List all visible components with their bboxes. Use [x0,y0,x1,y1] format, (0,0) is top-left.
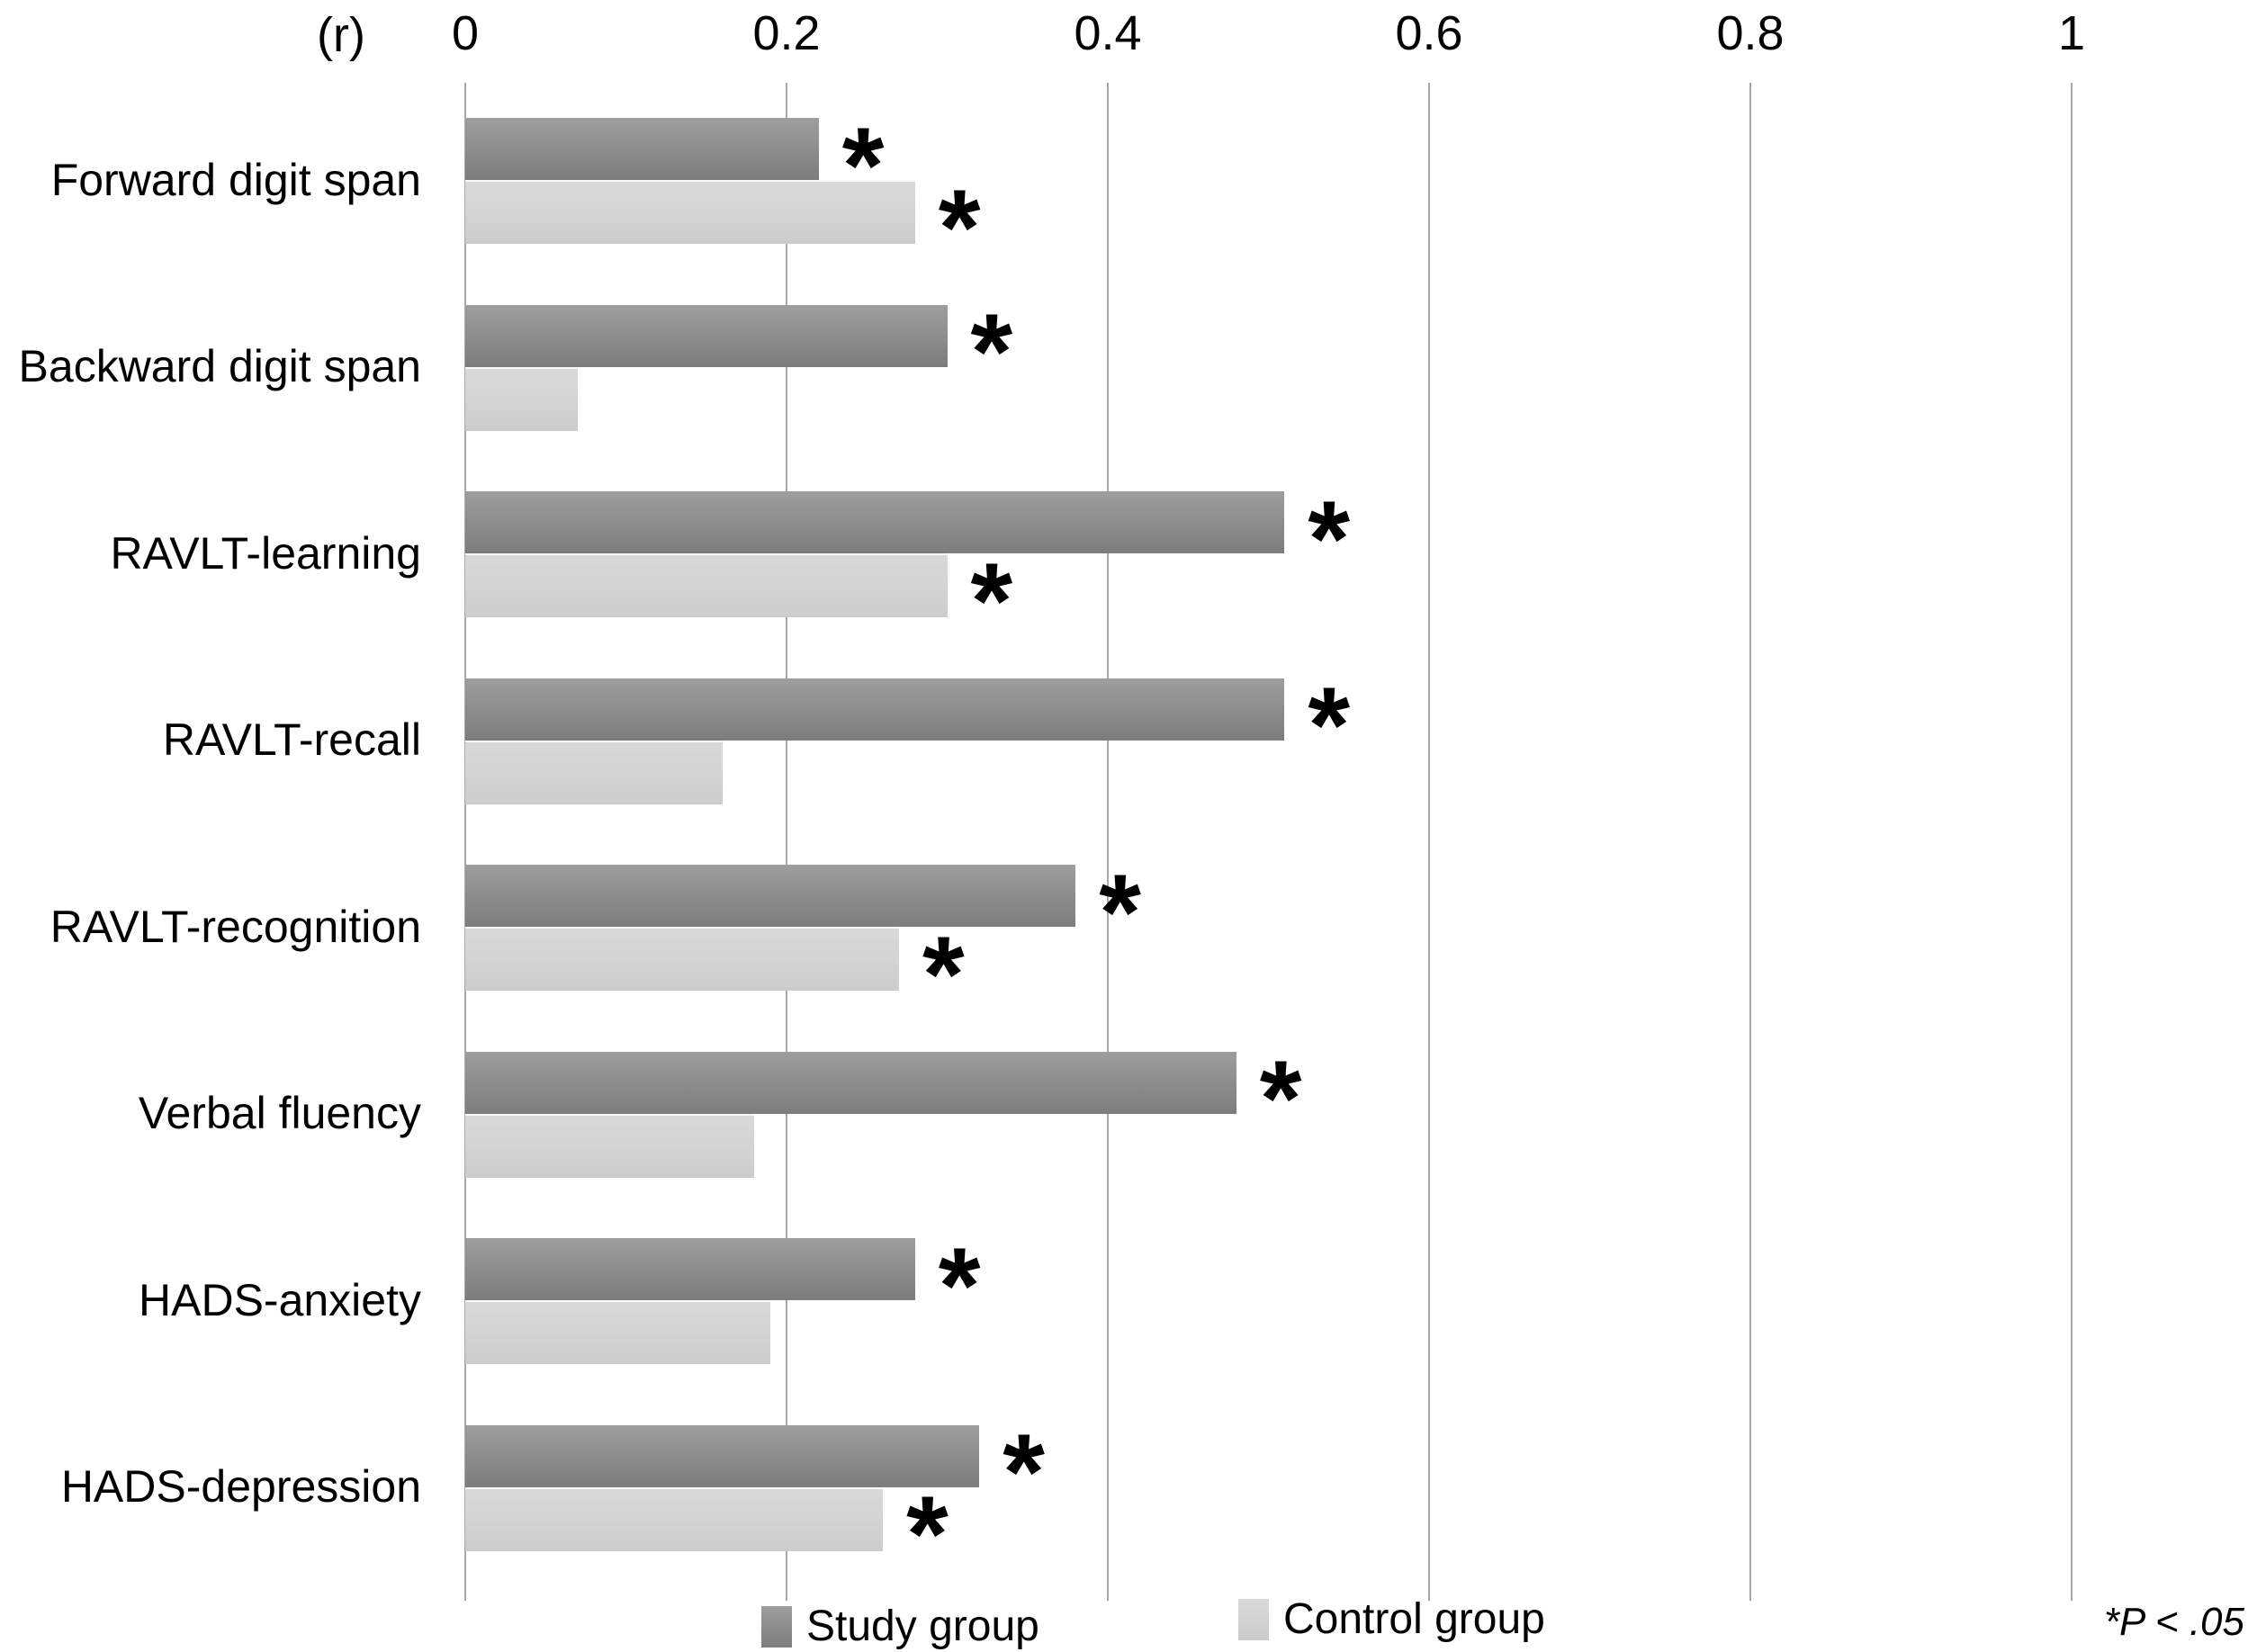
bar-study-group-7 [465,1238,915,1300]
bar-study-group-8 [465,1424,980,1487]
axis-unit-label: (r) [317,8,365,62]
gridline-x-0 [464,83,466,1601]
bar-control-group-4 [465,740,723,804]
bar-study-group-6 [465,1051,1236,1114]
gridline-x-1 [2071,83,2073,1601]
x-tick-label: 0.4 [1074,6,1142,60]
x-tick-label: 0.8 [1716,6,1785,60]
bar-control-group-1 [465,180,915,244]
x-tick-label: 0.2 [752,6,821,60]
significance-asterisk: * [938,166,981,288]
category-label: Verbal fluency [138,1088,421,1139]
x-tick-label: 0.6 [1395,6,1463,60]
bar-control-group-3 [465,553,948,617]
significance-asterisk: * [970,540,1013,661]
significance-asterisk: * [1099,851,1141,973]
category-label: Backward digit span [18,341,421,392]
significance-asterisk: * [1308,665,1351,786]
bar-control-group-6 [465,1113,755,1178]
significance-asterisk: * [922,913,965,1035]
bar-control-group-2 [465,366,578,431]
bar-study-group-5 [465,865,1076,927]
bar-study-group-1 [465,118,819,180]
legend-label-study-group: Study group [806,1603,1039,1650]
significance-asterisk: * [1003,1412,1045,1532]
bar-control-group-5 [465,927,899,991]
significance-footnote: *P < .05 [2103,1600,2244,1644]
study-group-swatch-icon [761,1605,792,1648]
x-tick-label: 1 [2057,6,2086,60]
legend-item-control-group: Control group [1238,1594,1545,1644]
gridline-x-0.8 [1749,83,1751,1601]
gridline-x-0.6 [1428,83,1430,1601]
category-label: Forward digit span [50,154,421,205]
bar-study-group-3 [465,491,1285,553]
significance-asterisk: * [906,1474,949,1594]
bar-control-group-8 [465,1486,884,1551]
legend-item-study-group: Study group [761,1602,1039,1651]
control-group-swatch-icon [1238,1598,1269,1640]
category-label: RAVLT-recognition [49,901,421,952]
gridline-x-0.2 [786,83,787,1601]
legend-label-control-group: Control group [1283,1595,1545,1643]
significance-asterisk: * [1259,1038,1302,1159]
significance-asterisk: * [970,292,1013,412]
bar-control-group-7 [465,1300,771,1364]
category-label: HADS-depression [60,1461,421,1513]
bar-study-group-4 [465,678,1285,741]
category-label: HADS-anxiety [139,1274,421,1325]
bar-study-group-2 [465,304,948,367]
category-label: RAVLT-learning [110,527,421,579]
gridline-x-0.4 [1107,83,1109,1601]
category-label: RAVLT-recall [162,714,421,766]
x-tick-label: 0 [451,6,480,60]
significance-asterisk: * [1308,478,1351,599]
significance-asterisk: * [938,1225,981,1346]
